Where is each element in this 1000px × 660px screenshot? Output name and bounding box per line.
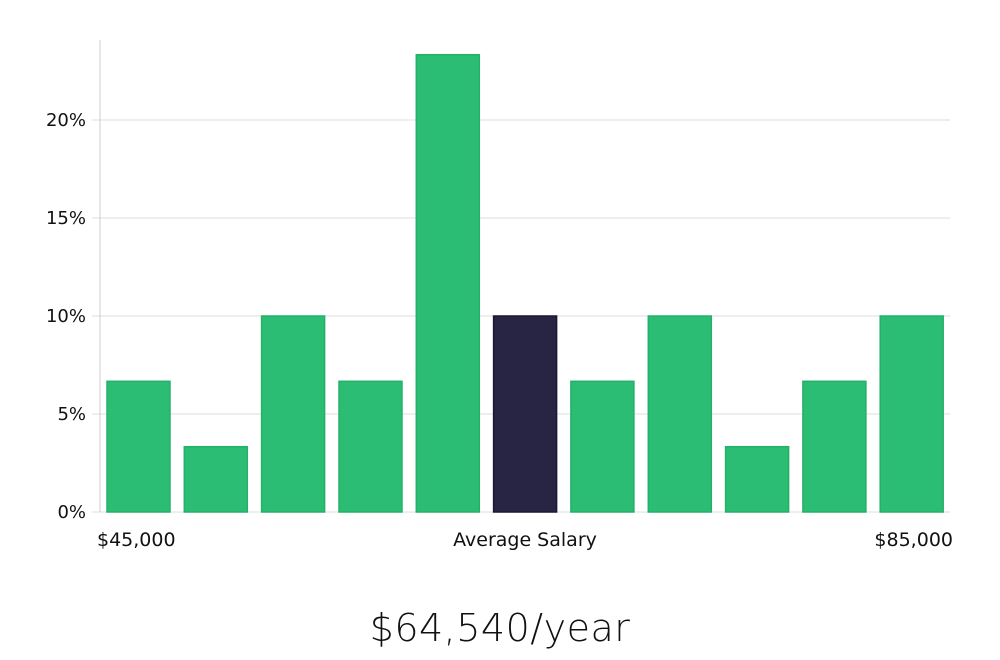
x-label-average-salary: Average Salary — [453, 529, 597, 551]
bars — [106, 53, 944, 513]
y-tick-label: 20% — [46, 110, 86, 131]
bar — [183, 445, 249, 513]
y-tick-label: 10% — [46, 306, 86, 327]
x-label-max: $85,000 — [874, 529, 953, 551]
bar — [260, 315, 326, 513]
y-tick-label: 5% — [57, 404, 86, 425]
y-tick-label: 0% — [57, 502, 86, 523]
salary-distribution-chart: 0% 5% 10% 15% 20% — [46, 40, 950, 523]
x-label-min: $45,000 — [97, 529, 176, 551]
bar — [647, 315, 713, 513]
y-tick-labels: 0% 5% 10% 15% 20% — [46, 110, 86, 523]
bar — [724, 445, 790, 513]
bar-highlighted — [492, 315, 558, 513]
bar — [879, 315, 944, 513]
bar — [106, 380, 171, 513]
average-salary-value: $64,540/year — [369, 606, 631, 650]
bar — [415, 53, 481, 513]
bar — [570, 380, 635, 513]
bar — [802, 380, 867, 513]
bar — [338, 380, 403, 513]
y-tick-label: 15% — [46, 208, 86, 229]
